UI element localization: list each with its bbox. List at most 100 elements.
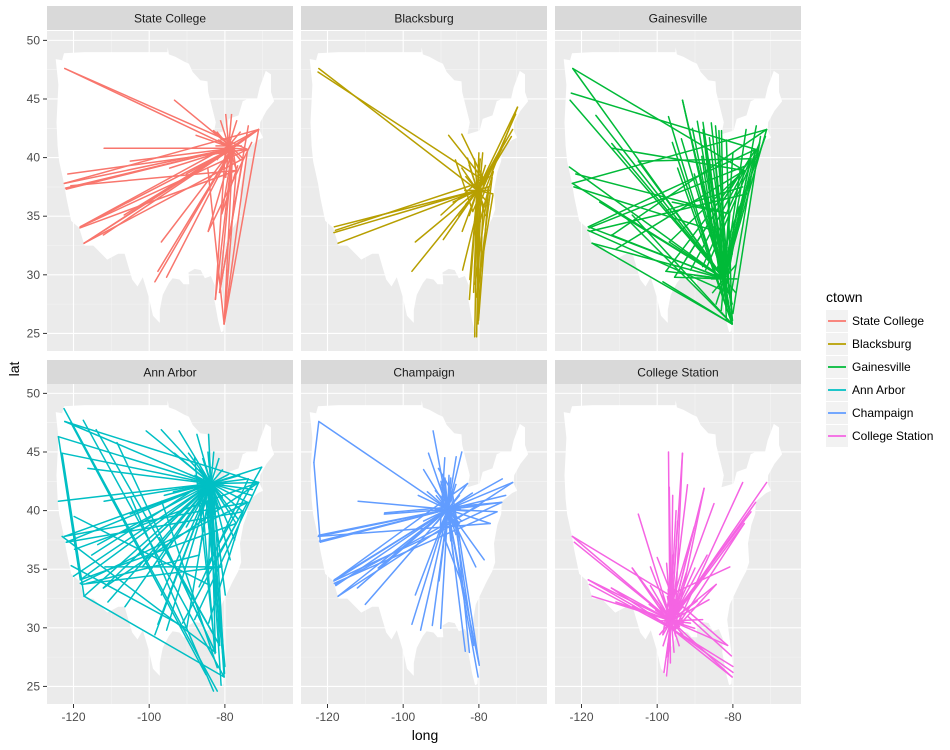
route-line — [708, 136, 733, 311]
route-line — [686, 615, 733, 657]
route-line — [662, 620, 672, 647]
route-line — [103, 482, 212, 502]
route-line — [440, 177, 482, 216]
route-line — [334, 180, 486, 232]
route-line — [214, 150, 227, 301]
route-line — [57, 435, 82, 581]
route-line — [684, 148, 757, 261]
route-line — [571, 128, 768, 185]
x-tick-label: -80 — [216, 710, 234, 724]
route-line — [720, 278, 725, 311]
route-line — [364, 508, 449, 606]
route-line — [673, 583, 717, 631]
route-line — [438, 483, 449, 510]
route-line — [447, 509, 452, 542]
series-gainesville — [568, 67, 768, 325]
route-line — [723, 264, 737, 280]
route-line — [464, 189, 478, 206]
route-line — [96, 482, 212, 546]
route-line — [224, 145, 230, 178]
route-line — [130, 496, 215, 692]
route-line — [64, 67, 234, 149]
route-line — [656, 556, 685, 627]
route-line — [435, 508, 449, 525]
route-line — [228, 145, 242, 161]
y-tick-label: 45 — [27, 92, 41, 106]
x-tick-label: -100 — [137, 710, 161, 724]
route-line — [318, 508, 449, 542]
route-line — [216, 145, 230, 161]
route-line — [447, 509, 457, 536]
route-line — [679, 632, 734, 668]
route-line — [210, 468, 224, 485]
route-line — [571, 535, 671, 596]
route-line — [318, 67, 479, 192]
route-line — [207, 451, 212, 484]
route-line — [444, 477, 449, 510]
legend-label: Blacksburg — [852, 337, 911, 351]
route-line — [598, 201, 725, 280]
route-line — [73, 481, 260, 551]
route-line — [335, 508, 449, 587]
route-line — [383, 508, 449, 515]
facet-strip-label: Gainesville — [649, 12, 708, 26]
route-line — [160, 500, 219, 669]
route-line — [333, 508, 449, 582]
legend-item: Blacksburg — [826, 333, 911, 355]
facet-strip-label: State College — [134, 12, 206, 26]
route-line — [432, 430, 449, 511]
route-line — [227, 145, 233, 178]
route-line — [447, 508, 461, 525]
series-ann-arbor — [57, 407, 263, 692]
route-line — [90, 487, 197, 556]
x-tick-label: -80 — [470, 710, 488, 724]
route-line — [442, 189, 479, 241]
route-line — [318, 420, 449, 511]
route-line — [414, 189, 479, 243]
route-line — [622, 214, 733, 325]
route-line — [723, 246, 728, 279]
route-line — [79, 501, 249, 585]
route-line — [313, 420, 320, 464]
route-line — [447, 481, 514, 511]
route-line — [573, 186, 717, 233]
facet-strip — [555, 6, 801, 30]
x-tick-label: -120 — [569, 710, 593, 724]
legend-label: Gainesville — [852, 360, 911, 374]
x-tick-label: -80 — [724, 710, 742, 724]
route-line — [658, 606, 672, 622]
route-line — [198, 468, 212, 485]
route-line — [210, 483, 224, 499]
route-line — [70, 564, 188, 630]
route-line — [227, 145, 238, 172]
route-line — [473, 158, 479, 191]
legend-title: ctown — [826, 289, 863, 305]
route-line — [673, 452, 684, 631]
route-line — [219, 145, 230, 172]
route-line — [333, 189, 479, 228]
route-line — [64, 67, 249, 151]
facet-strip — [301, 360, 547, 384]
route-line — [670, 620, 675, 653]
y-tick-label: 25 — [27, 679, 41, 693]
route-line — [723, 278, 728, 311]
facet-strip — [301, 6, 547, 30]
route-line — [464, 175, 478, 191]
route-line — [160, 147, 234, 243]
route-line — [568, 166, 725, 280]
route-line — [168, 147, 234, 169]
route-line — [447, 494, 461, 510]
y-tick-label: 50 — [27, 33, 41, 47]
route-line — [468, 164, 479, 191]
route-line — [476, 158, 482, 191]
route-line — [313, 461, 322, 543]
route-line — [711, 278, 725, 294]
route-line — [227, 113, 233, 146]
series-blacksburg — [317, 67, 519, 338]
route-line — [168, 482, 212, 522]
route-line — [201, 483, 212, 510]
legend-item: Champaign — [826, 402, 913, 424]
x-tick-label: -100 — [391, 710, 415, 724]
us-map — [309, 47, 529, 333]
route-line — [573, 541, 672, 622]
